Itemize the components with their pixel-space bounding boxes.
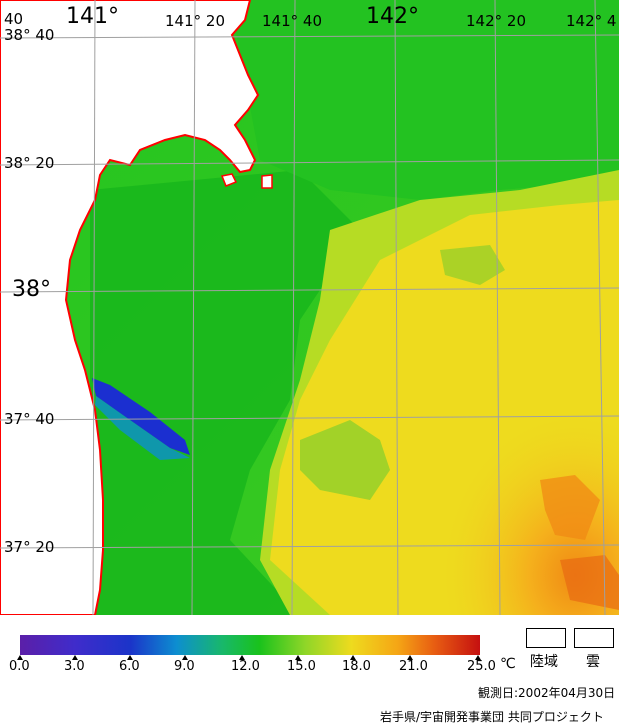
color-bar-tick-label: 6.0 [119,659,140,674]
temperature-unit: ℃ [500,656,516,672]
color-bar-tick-label: 12.0 [231,659,260,674]
green-eddy-2 [440,245,505,285]
lon-label-141-40: 141° 40 [262,12,322,30]
island [220,173,238,187]
land-area [0,0,260,615]
color-bar-tick-mark [475,655,481,660]
cold-streak [92,378,190,455]
lat-label-38: 38° [12,277,51,302]
graticule [0,0,619,615]
lat-label-37-20: 37° 20 [4,538,55,556]
lon-label-142-40: 142° 4 [566,12,617,30]
color-bar-tick-mark [17,655,23,660]
color-bar-tick-mark [72,655,78,660]
temperature-color-bar [20,635,480,655]
project-credit: 岩手県/宇宙開発事業団 共同プロジェクト [380,710,604,724]
cold-streak-edge [95,396,190,460]
corner-label: 40 [4,10,24,28]
island [261,174,273,189]
color-bar-tick-mark [407,655,413,660]
color-bar-tick-label: 15.0 [287,659,316,674]
lat-label-38-20: 38° 20 [4,154,55,172]
lat-label-37-40: 37° 40 [4,410,55,428]
hot-spot [540,475,600,540]
color-bar-tick-mark [350,655,356,660]
land-legend-box [526,628,566,648]
color-bar-tick-mark [127,655,133,660]
cool-water-region [90,170,360,615]
color-bar-tick-label: 18.0 [342,659,371,674]
cloud-legend-label: 雲 [586,654,600,670]
color-bar-tick-mark [295,655,301,660]
lon-label-142: 142° [366,4,419,29]
lon-label-142-20: 142° 20 [466,12,526,30]
lon-label-141-20: 141° 20 [165,12,225,30]
north-water-region [230,0,619,200]
color-bar-tick-label: 25.0 [467,659,496,674]
color-bar-tick-label: 3.0 [64,659,85,674]
lon-label-141: 141° [66,4,119,29]
lat-label-38-40: 38° 40 [4,26,55,44]
color-bar-tick-label: 9.0 [174,659,195,674]
sea-surface-temperature-map [0,0,619,615]
cloud-legend-box [574,628,614,648]
color-bar-tick-label: 21.0 [399,659,428,674]
green-eddy-1 [300,420,390,500]
observation-date: 観測日:2002年04月30日 [478,686,616,700]
land-legend-label: 陸域 [530,654,558,670]
color-bar-tick-label: 0.0 [9,659,30,674]
color-bar-tick-mark [182,655,188,660]
color-bar-tick-mark [239,655,245,660]
